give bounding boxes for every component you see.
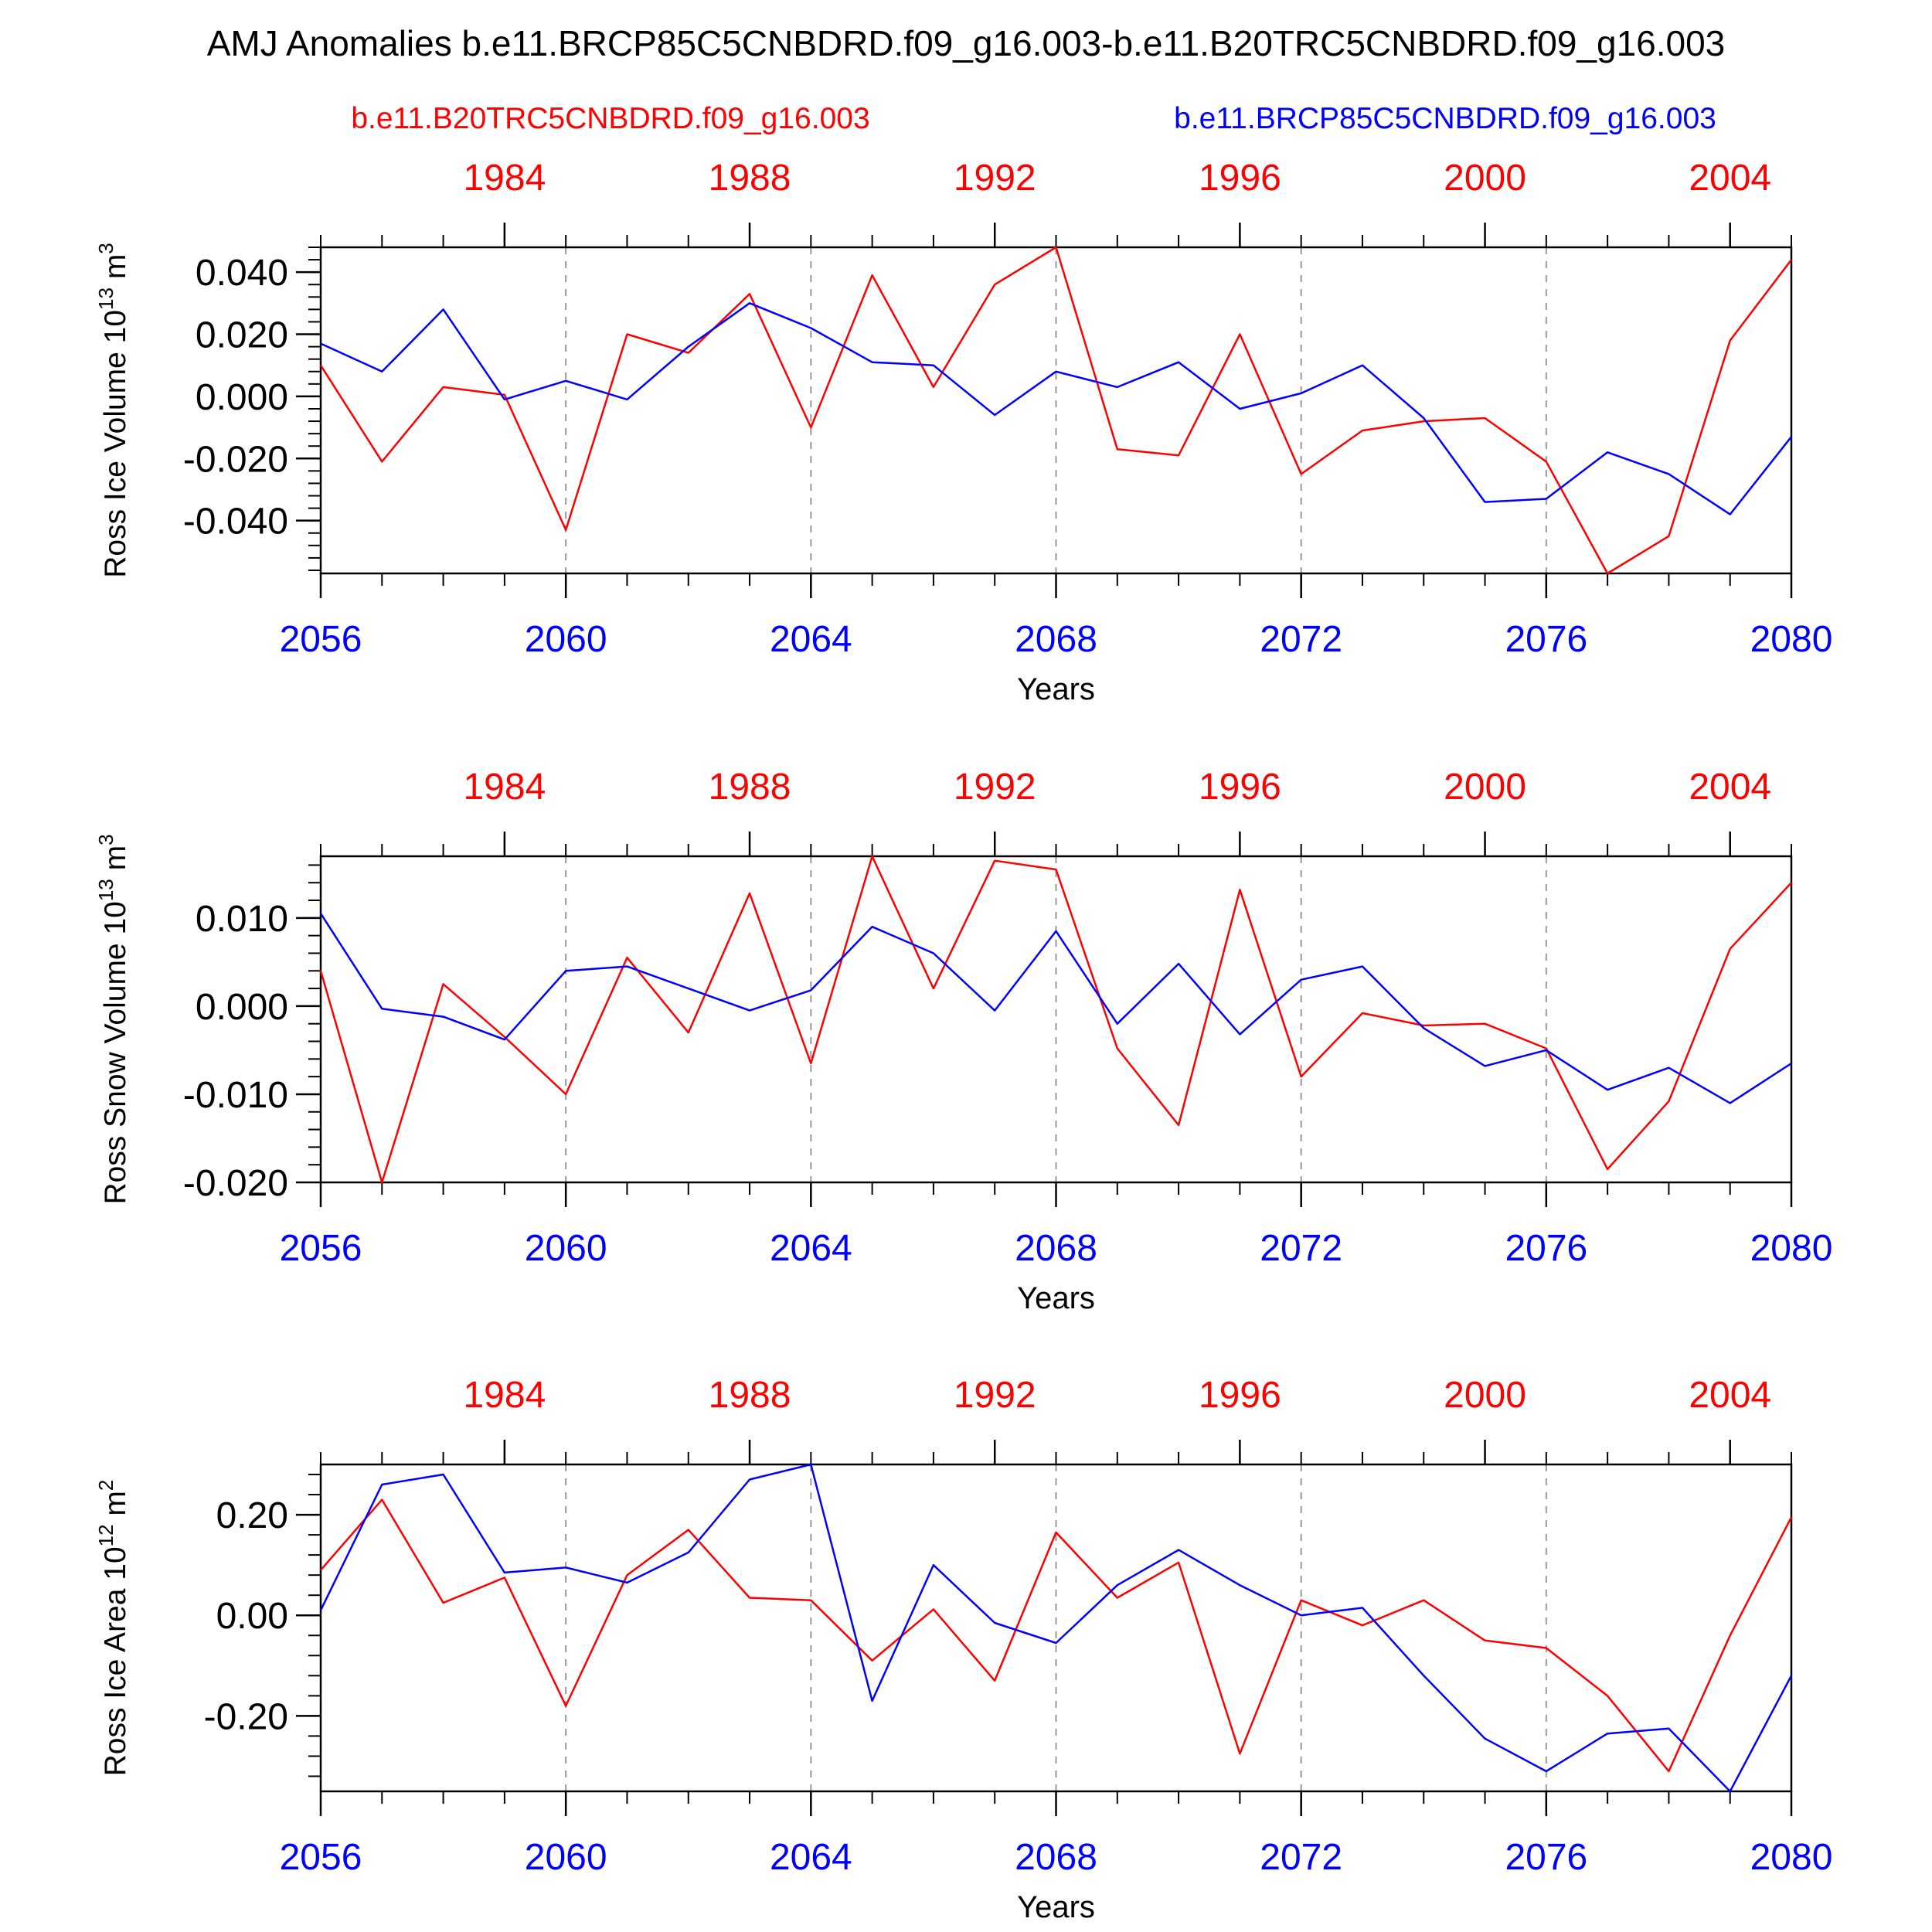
x-tick-label: 2072 [1260, 619, 1342, 660]
panel-2: 2056 2060 2064 2068 2072 2076 2080 Years 1984 198… [94, 767, 1832, 1315]
top-tick-label: 1996 [1199, 158, 1281, 199]
x-tick-label: 2080 [1750, 1837, 1833, 1878]
x-tick-label: 2060 [525, 1837, 607, 1878]
y-axis-label: Ross Snow Volume 1013 m3 [94, 834, 132, 1204]
x-tick-label: 2080 [1750, 1228, 1833, 1269]
y-tick-label: -0.020 [183, 439, 288, 480]
y-axis-label-exponent: 12 [94, 1524, 117, 1546]
y-axis-label: Ross Ice Volume 1013 m3 [94, 243, 132, 578]
x-tick-label: 2064 [770, 619, 852, 660]
top-tick-label: 2004 [1689, 158, 1771, 199]
series-line-red [319, 246, 1792, 575]
y-tick-label: -0.010 [183, 1075, 288, 1116]
x-tick-label: 2068 [1015, 619, 1097, 660]
top-tick-label: 1996 [1199, 767, 1281, 808]
x-tick-label: 2076 [1505, 1228, 1587, 1269]
top-tick-label: 2004 [1689, 767, 1771, 808]
figure-title: AMJ Anomalies b.e11.BRCP85C5CNBDRD.f09_g… [207, 23, 1726, 63]
x-tick-label: 2056 [280, 1837, 362, 1878]
y-axis-label-text: Ross Ice Volume 10 [99, 310, 132, 578]
x-tick-label: 2076 [1505, 1837, 1587, 1878]
top-tick-label: 1996 [1199, 1375, 1281, 1416]
plot-frame [319, 1463, 1793, 1793]
top-tick-label: 1984 [463, 158, 546, 199]
y-tick-label: 0.040 [196, 253, 288, 294]
y-axis-label-unit-exponent: 2 [94, 1480, 117, 1491]
x-tick-label: 2064 [770, 1837, 852, 1878]
top-tick-label: 1992 [954, 158, 1036, 199]
y-tick-label: -0.020 [183, 1163, 288, 1204]
y-axis-label-unit: m [99, 845, 132, 879]
y-axis-label-exponent: 13 [94, 287, 117, 310]
y-axis-label-text: Ross Snow Volume 10 [99, 901, 132, 1204]
x-tick-label: 2072 [1260, 1228, 1342, 1269]
series-line-blue [319, 913, 1792, 1104]
x-tick-label: 2056 [280, 619, 362, 660]
top-tick-label: 2004 [1689, 1375, 1771, 1416]
x-tick-label: 2080 [1750, 619, 1833, 660]
x-tick-label: 2056 [280, 1228, 362, 1269]
top-tick-label: 2000 [1444, 158, 1526, 199]
y-tick-label: 0.20 [216, 1495, 288, 1536]
panel-3: 2056 2060 2064 2068 2072 2076 2080 Years 1984 198… [94, 1375, 1832, 1924]
series-line-red [319, 855, 1792, 1184]
legend-right: b.e11.BRCP85C5CNBDRD.f09_g16.003 [1174, 102, 1716, 135]
y-axis-label: Ross Ice Area 1012 m2 [94, 1480, 132, 1777]
y-tick-label: -0.040 [183, 502, 288, 543]
series-line-blue [320, 302, 1792, 515]
x-axis-label: Years [1017, 1281, 1095, 1315]
top-tick-label: 2000 [1444, 767, 1526, 808]
top-tick-label: 1984 [463, 1375, 546, 1416]
plot-frame [319, 246, 1793, 575]
y-tick-label: 0.010 [196, 899, 288, 940]
panel-1: 2056 2060 2064 2068 2072 2076 2080 Years 1984 198… [94, 158, 1832, 706]
top-tick-label: 1992 [954, 1375, 1036, 1416]
top-tick-label: 1992 [954, 767, 1036, 808]
series-line-red [320, 1498, 1793, 1773]
y-tick-label: -0.20 [204, 1696, 288, 1737]
y-axis-label-text: Ross Ice Area 10 [99, 1546, 132, 1776]
y-axis-label-exponent: 13 [94, 879, 117, 901]
top-tick-label: 1988 [709, 1375, 791, 1416]
y-tick-label: 0.00 [216, 1596, 288, 1637]
y-axis-label-unit-exponent: 3 [94, 834, 117, 845]
series-line-blue [319, 1463, 1793, 1793]
plot-frame [319, 855, 1793, 1184]
x-tick-label: 2060 [525, 1228, 607, 1269]
top-tick-label: 1988 [709, 158, 791, 199]
legend-left: b.e11.B20TRC5CNBDRD.f09_g16.003 [351, 102, 869, 135]
y-axis-label-unit: m [99, 1491, 132, 1524]
x-tick-label: 2060 [525, 619, 607, 660]
x-tick-label: 2072 [1260, 1837, 1342, 1878]
top-tick-label: 1984 [463, 767, 546, 808]
x-axis-label: Years [1017, 672, 1095, 706]
y-tick-label: 0.000 [196, 987, 288, 1028]
y-axis-label-unit: m [99, 254, 132, 287]
x-axis-label: Years [1017, 1890, 1095, 1924]
y-tick-label: 0.000 [196, 377, 288, 418]
x-tick-label: 2068 [1015, 1228, 1097, 1269]
x-tick-label: 2076 [1505, 619, 1587, 660]
y-axis-label-unit-exponent: 3 [94, 243, 117, 253]
top-tick-label: 1988 [709, 767, 791, 808]
chart-panels: 2056 2060 2064 2068 2072 2076 2080 Years 1984 198… [94, 158, 1832, 1924]
top-tick-label: 2000 [1444, 1375, 1526, 1416]
y-tick-label: 0.020 [196, 315, 288, 356]
x-tick-label: 2068 [1015, 1837, 1097, 1878]
x-tick-label: 2064 [770, 1228, 852, 1269]
